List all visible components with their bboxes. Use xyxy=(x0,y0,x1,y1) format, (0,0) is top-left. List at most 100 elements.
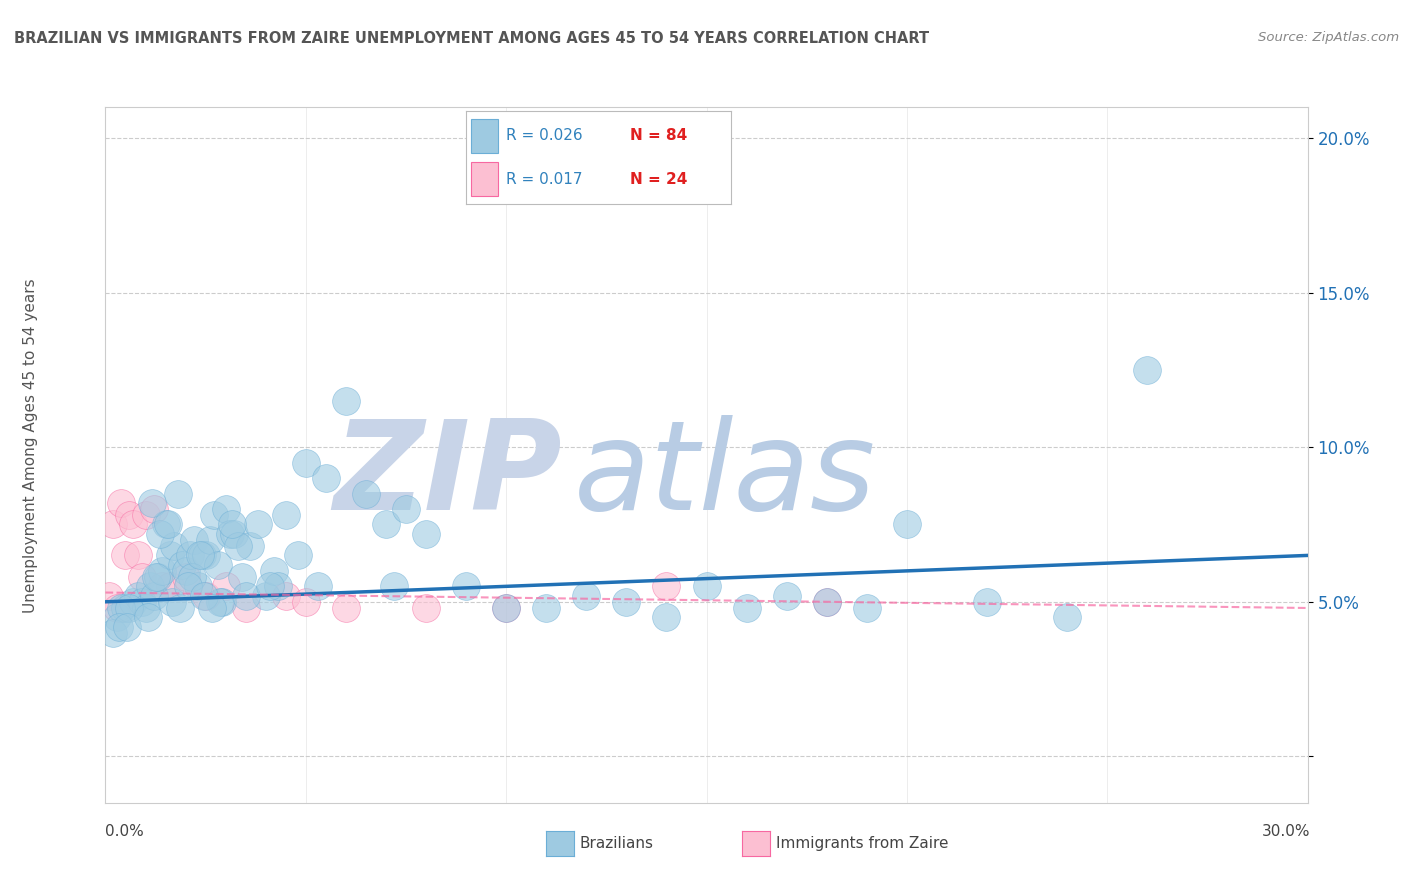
Point xyxy=(222,526,245,541)
Point xyxy=(1056,610,1078,624)
Point xyxy=(118,508,141,523)
Point xyxy=(263,564,285,578)
Point xyxy=(160,595,183,609)
Text: Source: ZipAtlas.com: Source: ZipAtlas.com xyxy=(1258,31,1399,45)
Point xyxy=(456,579,478,593)
Point xyxy=(127,549,149,563)
Point xyxy=(110,496,132,510)
Point xyxy=(110,601,132,615)
Point xyxy=(259,579,281,593)
Text: atlas: atlas xyxy=(574,416,876,536)
Point xyxy=(246,517,269,532)
Point xyxy=(114,549,136,563)
Text: ZIP: ZIP xyxy=(333,416,562,536)
Point xyxy=(221,517,243,532)
Text: 30.0%: 30.0% xyxy=(1263,824,1310,838)
Point xyxy=(354,486,377,500)
Text: Unemployment Among Ages 45 to 54 years: Unemployment Among Ages 45 to 54 years xyxy=(24,278,38,614)
Point xyxy=(159,549,181,563)
Point xyxy=(122,517,145,532)
Point xyxy=(202,508,225,523)
Point xyxy=(239,539,262,553)
Point xyxy=(201,601,224,615)
Point xyxy=(142,589,165,603)
Point xyxy=(307,579,329,593)
Text: Brazilians: Brazilians xyxy=(579,837,654,851)
Point xyxy=(815,595,838,609)
Point xyxy=(226,539,249,553)
Point xyxy=(896,517,918,532)
Point xyxy=(190,549,212,563)
Point xyxy=(655,610,678,624)
Point xyxy=(145,570,167,584)
Point xyxy=(107,601,129,615)
Point xyxy=(335,601,357,615)
Point xyxy=(194,549,217,563)
Point xyxy=(315,471,337,485)
Point xyxy=(169,601,191,615)
Point xyxy=(122,595,145,609)
Point xyxy=(855,601,877,615)
Point xyxy=(214,502,236,516)
Point xyxy=(118,601,141,615)
Point xyxy=(162,539,184,553)
Point xyxy=(146,570,169,584)
Point xyxy=(194,589,217,603)
Point xyxy=(142,502,165,516)
Point xyxy=(166,486,188,500)
Point xyxy=(117,619,139,633)
Point xyxy=(235,601,257,615)
Text: BRAZILIAN VS IMMIGRANTS FROM ZAIRE UNEMPLOYMENT AMONG AGES 45 TO 54 YEARS CORREL: BRAZILIAN VS IMMIGRANTS FROM ZAIRE UNEMP… xyxy=(14,31,929,46)
Point xyxy=(174,564,197,578)
Point xyxy=(335,393,357,408)
Text: Immigrants from Zaire: Immigrants from Zaire xyxy=(776,837,949,851)
Point xyxy=(187,579,209,593)
Point xyxy=(295,456,318,470)
Point xyxy=(135,601,157,615)
Point xyxy=(131,595,153,609)
Point xyxy=(108,619,131,633)
Point xyxy=(183,533,205,547)
Point xyxy=(1136,363,1159,377)
Point xyxy=(495,601,517,615)
Point xyxy=(138,579,160,593)
Point xyxy=(208,595,231,609)
Point xyxy=(148,526,170,541)
Point xyxy=(174,570,197,584)
Point xyxy=(415,526,437,541)
Point xyxy=(655,579,678,593)
Point xyxy=(107,610,129,624)
Point xyxy=(616,595,638,609)
Point xyxy=(176,579,198,593)
Point xyxy=(395,502,418,516)
Point xyxy=(218,526,240,541)
Point xyxy=(180,570,202,584)
Point xyxy=(274,589,297,603)
Point xyxy=(127,589,149,603)
Point xyxy=(156,517,179,532)
Point xyxy=(287,549,309,563)
Point xyxy=(735,601,758,615)
Point xyxy=(214,579,236,593)
Point xyxy=(188,549,211,563)
Point xyxy=(254,589,277,603)
Point xyxy=(374,517,396,532)
Text: 0.0%: 0.0% xyxy=(105,824,145,838)
Point xyxy=(696,579,718,593)
Point xyxy=(170,558,193,572)
Point xyxy=(776,589,799,603)
Point xyxy=(193,589,215,603)
Point xyxy=(131,570,153,584)
Point xyxy=(231,570,253,584)
Point xyxy=(415,601,437,615)
Point xyxy=(136,610,159,624)
Point xyxy=(207,558,229,572)
Point xyxy=(382,579,405,593)
Point xyxy=(295,595,318,609)
Point xyxy=(976,595,998,609)
Point xyxy=(534,601,557,615)
Point xyxy=(575,589,598,603)
Point xyxy=(150,564,173,578)
Point xyxy=(235,589,257,603)
Point xyxy=(815,595,838,609)
